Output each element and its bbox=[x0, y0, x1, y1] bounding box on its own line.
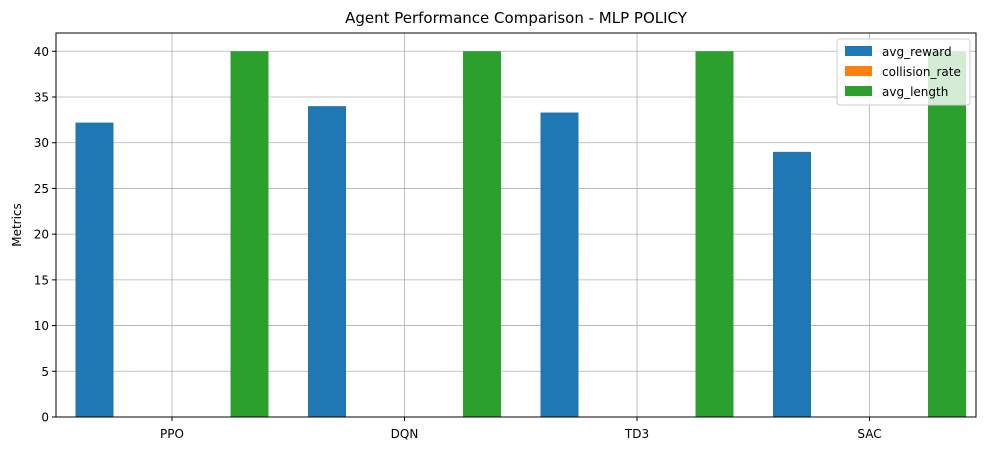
legend-swatch-avg_length bbox=[845, 86, 872, 96]
y-tick-label: 15 bbox=[34, 273, 49, 287]
y-tick-label: 5 bbox=[41, 365, 49, 379]
bar-avg_reward-PPO bbox=[75, 122, 114, 417]
bar-avg_reward-TD3 bbox=[540, 112, 579, 418]
x-tick-label: PPO bbox=[160, 427, 184, 441]
bar-avg_length-SAC bbox=[928, 51, 966, 418]
y-tick-label: 25 bbox=[34, 182, 49, 196]
bar-avg_length-DQN bbox=[463, 51, 501, 418]
legend-label-avg_reward: avg_reward bbox=[882, 45, 952, 59]
bar-avg_reward-SAC bbox=[773, 151, 811, 417]
x-tick-label: TD3 bbox=[624, 427, 649, 441]
axis-ticks: 0 5 10 15 20 25 30 35 40 PPO DQN TD3 SAC bbox=[34, 45, 882, 441]
plot-frame bbox=[55, 32, 977, 418]
bar-avg_length-PPO bbox=[230, 51, 269, 418]
y-tick-label: 10 bbox=[34, 319, 49, 333]
y-tick-label: 35 bbox=[34, 91, 49, 105]
y-tick-label: 20 bbox=[34, 228, 49, 242]
x-tick-label: SAC bbox=[857, 427, 881, 441]
bars bbox=[75, 51, 966, 418]
y-tick-label: 30 bbox=[34, 136, 49, 150]
x-tick-label: DQN bbox=[391, 427, 419, 441]
legend-swatch-avg_reward bbox=[845, 46, 872, 56]
legend: avg_reward collision_rate avg_length bbox=[836, 38, 971, 106]
bar-avg_reward-DQN bbox=[308, 106, 346, 418]
legend-swatch-collision_rate bbox=[845, 66, 872, 76]
bar-avg_length-TD3 bbox=[695, 51, 734, 418]
legend-label-collision_rate: collision_rate bbox=[882, 65, 961, 79]
y-tick-label: 0 bbox=[41, 411, 49, 425]
legend-label-avg_length: avg_length bbox=[882, 85, 948, 99]
y-axis-label: Metrics bbox=[10, 203, 24, 247]
chart-title: Agent Performance Comparison - MLP POLIC… bbox=[345, 9, 688, 27]
grid bbox=[56, 33, 976, 418]
y-tick-label: 40 bbox=[34, 45, 49, 59]
